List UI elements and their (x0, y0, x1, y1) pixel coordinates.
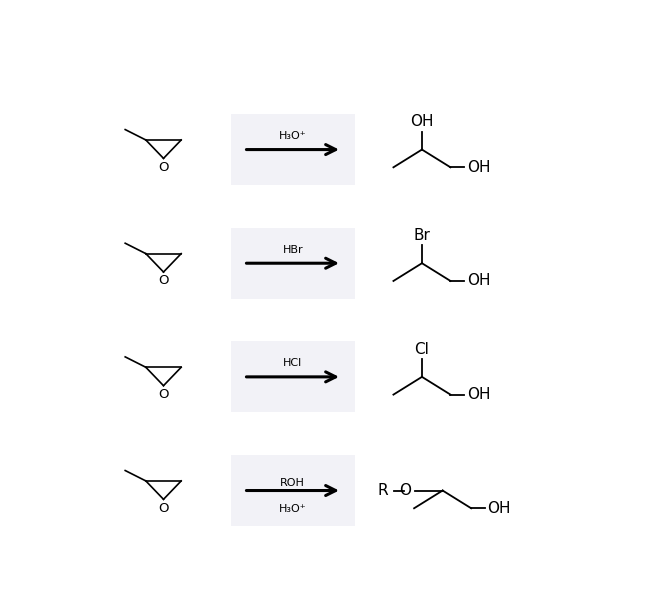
Text: Cl: Cl (414, 342, 430, 357)
Text: OH: OH (467, 160, 490, 175)
Text: Br: Br (414, 228, 430, 243)
Bar (231, 114, 355, 185)
Text: O: O (158, 274, 169, 287)
Text: ROH: ROH (280, 478, 305, 488)
Text: OH: OH (467, 274, 490, 288)
Text: OH: OH (488, 501, 511, 516)
Text: HBr: HBr (282, 245, 303, 255)
Text: HCl: HCl (283, 359, 302, 368)
Text: O: O (158, 502, 169, 515)
Text: OH: OH (467, 387, 490, 402)
Text: H₃O⁺: H₃O⁺ (279, 131, 307, 141)
Text: OH: OH (410, 114, 434, 129)
Text: H₃O⁺: H₃O⁺ (279, 504, 307, 514)
Text: R: R (378, 483, 388, 498)
Text: O: O (158, 161, 169, 173)
Text: O: O (158, 388, 169, 401)
Bar (231, 228, 355, 299)
Text: O: O (400, 483, 412, 498)
Bar (231, 455, 355, 526)
Bar (231, 341, 355, 413)
